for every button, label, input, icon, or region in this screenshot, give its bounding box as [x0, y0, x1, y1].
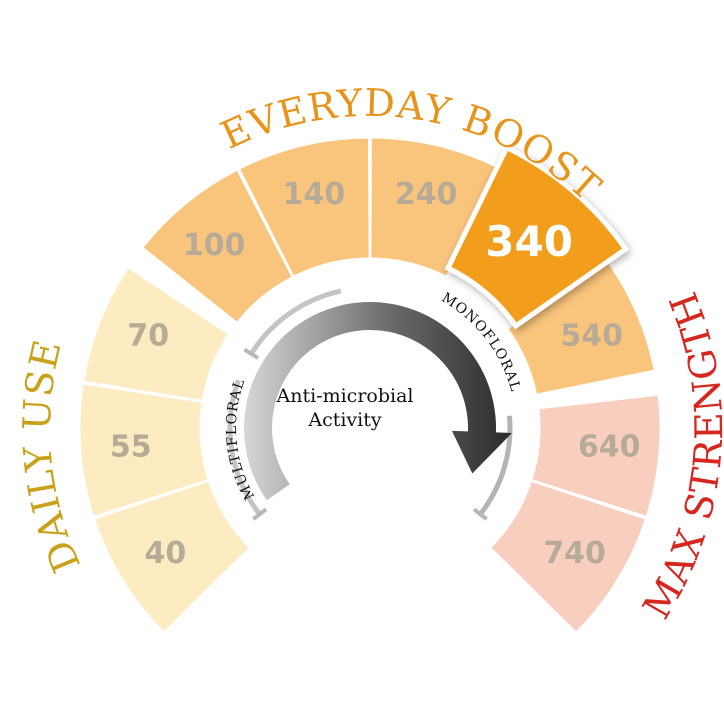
gauge-segment-40 [94, 480, 250, 633]
center-title-line1: Anti-microbial [276, 385, 414, 407]
gauge-segments: 40 55 70 100 140 240 540 640 740 [79, 137, 661, 633]
activity-arrow-icon [244, 302, 512, 501]
segment-value-55: 55 [110, 429, 152, 464]
group-label-daily-use-text: DAILY USE [15, 335, 88, 579]
segment-value-70: 70 [127, 319, 169, 354]
center-title-line2: Activity [307, 409, 382, 431]
multifloral-scale-arc [227, 288, 342, 516]
segment-value-740: 740 [543, 536, 606, 571]
scale-end-ticks [243, 347, 488, 521]
scale-tick-2 [472, 507, 488, 521]
segment-value-340: 340 [485, 217, 573, 266]
highlighted-segment-layer: 340 [444, 144, 630, 330]
monofloral-scale-arc [478, 415, 513, 516]
gauge-segment-640 [531, 394, 661, 517]
gauge-segment-540 [507, 258, 655, 395]
segment-value-640: 640 [578, 429, 641, 464]
gauge-segment-100 [142, 169, 293, 323]
segment-value-40: 40 [144, 536, 186, 571]
group-label-daily-use: DAILY USE [15, 335, 89, 579]
scale-tick-0 [252, 507, 268, 521]
gauge-segment-740 [490, 480, 646, 633]
scale-tick-1 [243, 347, 260, 360]
segment-value-240: 240 [395, 177, 458, 212]
gauge-segment-340 [444, 144, 630, 330]
gauge-segment-140 [239, 137, 370, 277]
segment-value-140: 140 [283, 177, 346, 212]
segment-value-540: 540 [560, 319, 623, 354]
segment-value-100: 100 [183, 228, 246, 263]
gauge-segment-70 [83, 267, 229, 402]
gauge-segment-55 [79, 383, 209, 517]
